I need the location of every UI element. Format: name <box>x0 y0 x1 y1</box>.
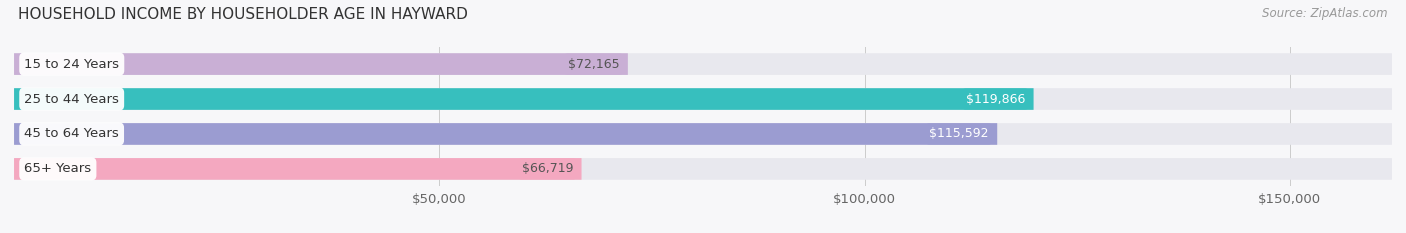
Text: 45 to 64 Years: 45 to 64 Years <box>24 127 120 140</box>
FancyBboxPatch shape <box>14 158 1392 180</box>
FancyBboxPatch shape <box>14 53 1392 75</box>
FancyBboxPatch shape <box>14 88 1033 110</box>
Text: $72,165: $72,165 <box>568 58 620 71</box>
Text: 65+ Years: 65+ Years <box>24 162 91 175</box>
Text: $115,592: $115,592 <box>929 127 988 140</box>
FancyBboxPatch shape <box>14 88 1392 110</box>
Text: 15 to 24 Years: 15 to 24 Years <box>24 58 120 71</box>
FancyBboxPatch shape <box>14 53 628 75</box>
FancyBboxPatch shape <box>14 123 997 145</box>
Text: $119,866: $119,866 <box>966 93 1025 106</box>
FancyBboxPatch shape <box>14 123 1392 145</box>
Text: HOUSEHOLD INCOME BY HOUSEHOLDER AGE IN HAYWARD: HOUSEHOLD INCOME BY HOUSEHOLDER AGE IN H… <box>18 7 468 22</box>
Text: 25 to 44 Years: 25 to 44 Years <box>24 93 120 106</box>
FancyBboxPatch shape <box>14 158 582 180</box>
Text: $66,719: $66,719 <box>522 162 574 175</box>
Text: Source: ZipAtlas.com: Source: ZipAtlas.com <box>1263 7 1388 20</box>
